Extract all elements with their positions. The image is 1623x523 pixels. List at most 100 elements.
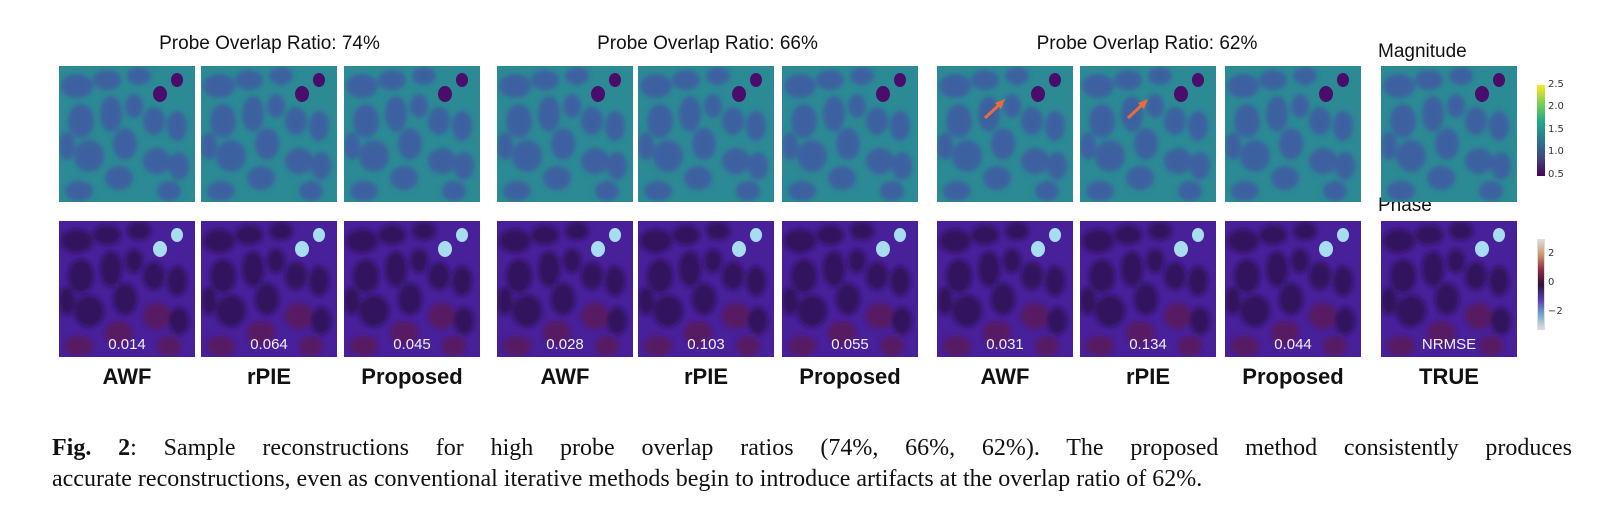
particle-dot [153,241,167,257]
cell-blob [1021,107,1043,135]
colorbar-tick: 0.5 [1548,169,1564,180]
cell-blob [267,94,285,118]
cell-blob [143,148,171,174]
cell-blob [93,70,121,90]
particle-dot [1319,241,1333,257]
cell-blob [736,336,760,356]
cell-blob [1190,307,1210,335]
cell-blob [309,111,329,141]
cell-blob [672,225,700,245]
cell-blob [581,148,609,174]
cell-blob [952,295,982,327]
cell-blob [385,251,407,287]
cell-blob [782,287,798,315]
cell-blob [1396,140,1426,172]
magnitude-tile [201,66,337,202]
method-label: Proposed [799,364,901,389]
cell-blob [1309,107,1331,135]
cell-blob [722,107,744,135]
cell-blob [1279,128,1303,160]
cell-blob [285,148,313,174]
cell-blob [269,222,293,240]
cell-blob [866,303,894,329]
phase-tile: 0.031 [937,221,1073,357]
cell-blob [551,128,575,160]
particle-dot [1049,73,1061,87]
cell-blob [1465,262,1487,290]
particle-dot [750,228,762,242]
cell-blob [653,295,683,327]
cell-blob [704,249,722,273]
phase-colorbar [1537,239,1545,330]
cell-blob [285,262,307,290]
cell-blob [247,321,275,345]
cell-blob [978,251,1000,287]
particle-dot [591,241,605,257]
cell-blob [503,336,531,356]
particle-dot [438,241,452,257]
particle-dot [1337,73,1349,87]
cell-blob [125,94,143,118]
cell-blob [93,225,121,245]
cell-blob [1335,152,1355,180]
cell-blob [1005,67,1029,85]
cell-blob [746,266,766,296]
cell-blob [595,181,619,201]
cell-blob [1082,229,1114,253]
cell-blob [543,321,571,345]
cell-blob [100,96,122,132]
cell-blob [285,303,313,329]
cell-blob [390,321,418,345]
cell-blob [1114,225,1142,245]
cell-blob [247,166,275,190]
particle-dot [1475,86,1489,102]
cell-blob [1021,262,1043,290]
particle-dot [456,228,468,242]
phase-tile: 0.103 [638,221,774,357]
cell-blob [848,249,866,273]
cell-blob [359,140,389,172]
cell-blob [235,225,263,245]
cell-blob [157,181,181,201]
cell-blob [684,321,712,345]
cell-blob [1121,251,1143,287]
particle-dot [876,86,890,102]
cell-blob [65,336,93,356]
cell-blob [1188,111,1208,141]
cell-blob [866,262,888,290]
cell-blob [299,181,323,201]
cell-blob [1465,303,1493,329]
cell-blob [644,336,672,356]
cell-blob [1089,104,1115,138]
cell-blob [1095,295,1125,327]
cell-blob [1259,225,1287,245]
cell-blob [605,111,625,141]
cell-blob [1279,283,1303,315]
cell-blob [647,259,673,293]
cell-blob [1148,222,1172,240]
cell-blob [1387,336,1415,356]
cell-blob [816,70,844,90]
method-label: rPIE [246,364,292,389]
phase-tile: 0.134 [1080,221,1216,357]
cell-blob [939,74,971,98]
cell-blob [788,336,816,356]
cell-blob [74,140,104,172]
cell-blob [1309,303,1337,329]
cell-blob [1095,140,1125,172]
cell-blob [412,67,436,85]
phase-tile: 0.044 [1225,221,1361,357]
method-label: Proposed [1242,364,1344,389]
cell-blob [788,181,816,201]
cell-blob [638,132,654,160]
cell-blob [946,104,972,138]
cell-blob [1080,287,1096,315]
cell-blob [1234,104,1260,138]
cell-blob [353,104,379,138]
colorbar-tick: 2.0 [1548,101,1564,112]
cell-blob [1309,262,1331,290]
cell-blob [216,140,246,172]
method-label: AWF [980,364,1030,389]
cell-blob [1491,152,1511,180]
cell-blob [311,152,331,180]
